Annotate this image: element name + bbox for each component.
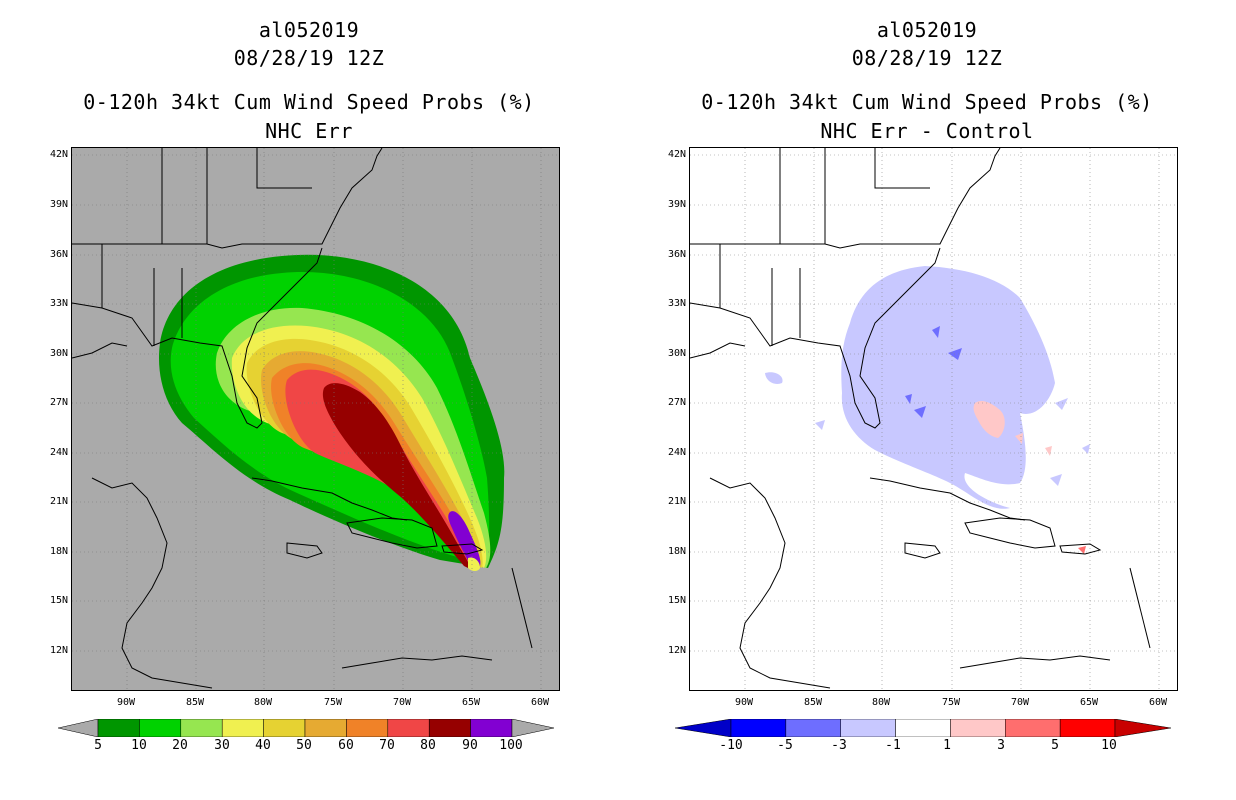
colorbar-label: 3 bbox=[997, 738, 1005, 753]
lon-label: 85W bbox=[185, 697, 205, 708]
lat-label: 27N bbox=[49, 397, 68, 408]
left-map-canvas bbox=[72, 148, 559, 690]
colorbar-cell bbox=[730, 719, 787, 737]
colorbar-label: 80 bbox=[420, 738, 436, 753]
lon-label: 60W bbox=[530, 697, 550, 708]
colorbar-label: 60 bbox=[338, 738, 354, 753]
colorbar-cell bbox=[895, 719, 951, 737]
graticule bbox=[72, 148, 559, 690]
lat-label: 18N bbox=[667, 546, 686, 557]
colorbar-cell bbox=[263, 719, 306, 737]
lat-label: 24N bbox=[667, 447, 686, 458]
colorbar-label: 20 bbox=[172, 738, 188, 753]
left-colorbar bbox=[58, 719, 554, 737]
lon-label: 85W bbox=[803, 697, 823, 708]
lon-label: 70W bbox=[1010, 697, 1030, 708]
lat-label: 15N bbox=[667, 595, 686, 606]
left-map-panel: al052019 08/28/19 12Z 0-120h 34kt Cum Wi… bbox=[49, 18, 560, 753]
colorbar-cell bbox=[785, 719, 841, 737]
left-product-title: 0-120h 34kt Cum Wind Speed Probs (%) bbox=[83, 90, 535, 114]
lat-label: 33N bbox=[667, 298, 686, 309]
lat-label: 36N bbox=[667, 249, 686, 260]
colorbar-cell bbox=[221, 719, 264, 737]
colorbar-cell bbox=[1005, 719, 1061, 737]
left-subtitle: NHC Err bbox=[265, 119, 353, 143]
lon-label: 75W bbox=[323, 697, 343, 708]
coastlines bbox=[72, 148, 533, 689]
left-storm-id: al052019 bbox=[258, 18, 360, 42]
lat-label: 33N bbox=[49, 298, 68, 309]
colorbar-cell bbox=[97, 719, 140, 737]
colorbar-label: 10 bbox=[131, 738, 147, 753]
lon-label: 70W bbox=[392, 697, 412, 708]
lat-label: 21N bbox=[667, 496, 686, 507]
colorbar-label: 90 bbox=[462, 738, 478, 753]
colorbar-cell bbox=[387, 719, 430, 737]
lat-label: 42N bbox=[49, 149, 68, 160]
colorbar-under-arrow bbox=[675, 719, 732, 737]
lat-label: 12N bbox=[667, 645, 686, 656]
lat-label: 39N bbox=[49, 199, 68, 210]
colorbar-under-arrow bbox=[58, 719, 99, 737]
lon-label: 65W bbox=[1079, 697, 1099, 708]
left-probability-map bbox=[71, 147, 560, 691]
colorbar-cell bbox=[428, 719, 471, 737]
lat-label: 24N bbox=[49, 447, 68, 458]
lat-label: 39N bbox=[667, 199, 686, 210]
right-datetime: 08/28/19 12Z bbox=[851, 46, 1003, 70]
colorbar-label: -10 bbox=[719, 738, 743, 753]
right-product-title: 0-120h 34kt Cum Wind Speed Probs (%) bbox=[701, 90, 1153, 114]
lon-label: 60W bbox=[1148, 697, 1168, 708]
probability-swath bbox=[158, 254, 505, 571]
colorbar-over-arrow bbox=[1114, 719, 1171, 737]
colorbar-over-arrow bbox=[511, 719, 554, 737]
colorbar-label: -3 bbox=[831, 738, 847, 753]
colorbar-label: 100 bbox=[499, 738, 523, 753]
right-map-panel: al052019 08/28/19 12Z 0-120h 34kt Cum Wi… bbox=[618, 0, 1236, 800]
lat-label: 21N bbox=[49, 496, 68, 507]
lon-label: 90W bbox=[734, 697, 754, 708]
colorbar-cell bbox=[346, 719, 389, 737]
colorbar-cell bbox=[1059, 719, 1116, 737]
colorbar-label: 40 bbox=[255, 738, 271, 753]
colorbar-cell bbox=[840, 719, 896, 737]
colorbar-label: 5 bbox=[94, 738, 102, 753]
lat-label: 15N bbox=[49, 595, 68, 606]
colorbar-cell bbox=[304, 719, 347, 737]
difference-field bbox=[765, 266, 1090, 554]
lon-label: 80W bbox=[253, 697, 273, 708]
colorbar-label: 1 bbox=[943, 738, 951, 753]
lon-label: 75W bbox=[941, 697, 961, 708]
colorbar-cell bbox=[180, 719, 223, 737]
right-storm-id: al052019 bbox=[876, 18, 978, 42]
colorbar-label: 70 bbox=[379, 738, 395, 753]
lat-label: 30N bbox=[49, 348, 68, 359]
colorbar-cell bbox=[139, 719, 182, 737]
right-difference-map bbox=[689, 147, 1178, 691]
colorbar-label: -1 bbox=[885, 738, 901, 753]
right-colorbar bbox=[675, 719, 1171, 737]
lat-label: 12N bbox=[49, 645, 68, 656]
lat-label: 18N bbox=[49, 546, 68, 557]
lat-label: 27N bbox=[667, 397, 686, 408]
colorbar-cell bbox=[470, 719, 513, 737]
colorbar-label: 5 bbox=[1051, 738, 1059, 753]
colorbar-label: -5 bbox=[777, 738, 793, 753]
right-subtitle: NHC Err - Control bbox=[820, 119, 1034, 143]
left-datetime: 08/28/19 12Z bbox=[233, 46, 385, 70]
right-map-canvas bbox=[690, 148, 1177, 690]
lon-label: 90W bbox=[116, 697, 136, 708]
colorbar-label: 50 bbox=[296, 738, 312, 753]
lon-label: 65W bbox=[461, 697, 481, 708]
lat-label: 30N bbox=[667, 348, 686, 359]
lat-label: 36N bbox=[49, 249, 68, 260]
graticule bbox=[690, 148, 1177, 690]
coastlines bbox=[690, 148, 1151, 689]
colorbar-label: 30 bbox=[214, 738, 230, 753]
lon-label: 80W bbox=[871, 697, 891, 708]
colorbar-label: 10 bbox=[1101, 738, 1117, 753]
lat-label: 42N bbox=[667, 149, 686, 160]
colorbar-cell bbox=[950, 719, 1006, 737]
